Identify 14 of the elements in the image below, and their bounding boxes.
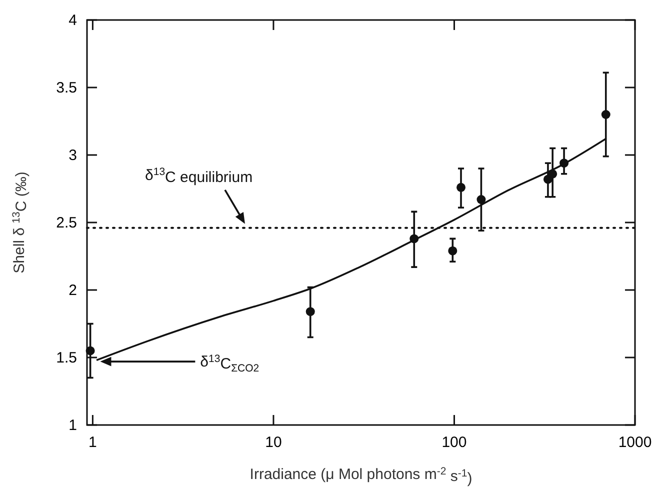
x-tick-label: 100 <box>442 434 467 451</box>
y-tick-label: 1.5 <box>56 350 77 366</box>
y-tick-label: 1 <box>68 417 77 434</box>
y-tick-label: 4 <box>68 12 77 29</box>
y-tick-label: 2 <box>68 282 77 299</box>
y-tick-label: 3.5 <box>56 80 77 96</box>
y-tick-label: 3 <box>68 147 77 164</box>
x-tick-label: 1 <box>88 434 97 451</box>
y-tick-label: 2.5 <box>56 214 77 232</box>
x-tick-label: 10 <box>265 434 282 451</box>
x-tick-label: 1000 <box>618 434 652 451</box>
annotation: δ$^{13}$C$_{ΣCO2}$ <box>200 352 260 375</box>
ref-line-label: δ$^{13}$C equilibrium <box>145 166 253 186</box>
x-axis-title: Irradiance (μ Mol photons m$^{-2}$ s$^{-1}$) <box>250 465 472 488</box>
